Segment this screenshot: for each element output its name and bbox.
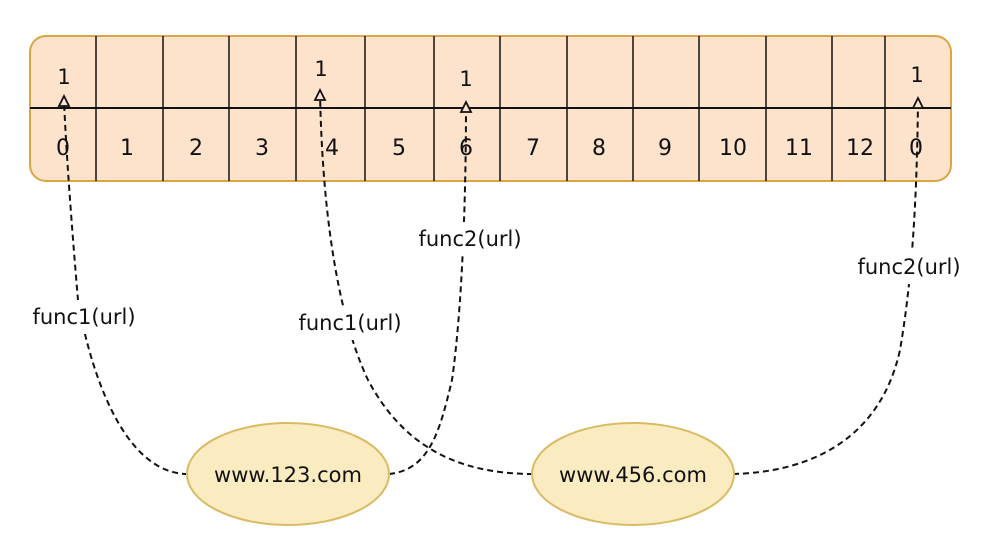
edge-label: func2(url) [857, 255, 960, 279]
edge-label-bg [406, 222, 534, 256]
edge-123-func2 [388, 103, 467, 475]
edge-456-func1 [319, 91, 534, 475]
edge-labels: func1(url) func2(url) func1(url) func2(u… [20, 222, 974, 340]
edge-label: func1(url) [32, 305, 135, 329]
edge-label-bg [844, 250, 974, 284]
node-www-456: www.456.com [531, 422, 735, 526]
cell-index: 3 [255, 136, 269, 161]
node-ellipse [531, 422, 735, 526]
node-label: www.123.com [214, 463, 362, 487]
bit-value: 1 [57, 65, 70, 89]
cell-dividers [95, 36, 886, 181]
arrowhead-icon [57, 93, 71, 107]
edge-label-bg [286, 306, 414, 340]
arrowheads [57, 87, 925, 113]
bit-value: 1 [314, 57, 327, 81]
bit-value: 1 [459, 67, 472, 91]
cell-index: 2 [189, 136, 203, 161]
edge-456-func2 [732, 99, 919, 475]
cell-index: 9 [658, 136, 672, 161]
arrowhead-icon [313, 87, 327, 101]
node-label: www.456.com [559, 463, 707, 487]
cell-index: 8 [592, 136, 606, 161]
node-www-123: www.123.com [186, 422, 390, 526]
cell-index: 1 [120, 136, 134, 161]
bit-array: 0 1 2 3 4 5 6 7 8 9 10 11 12 0 1 1 1 1 [29, 35, 952, 182]
arrowhead-icon [459, 99, 473, 113]
cell-index: 11 [785, 136, 813, 161]
edge-label-bg [20, 300, 148, 334]
cell-index: 10 [719, 136, 747, 161]
cell-index: 0 [909, 136, 923, 161]
cell-index: 5 [392, 136, 406, 161]
edge-label: func1(url) [298, 311, 401, 335]
cell-index: 12 [846, 136, 874, 161]
arrowhead-icon [911, 95, 925, 109]
edge-label: func2(url) [418, 227, 521, 251]
cell-index: 7 [526, 136, 540, 161]
node-ellipse [186, 422, 390, 526]
bit-value: 1 [910, 63, 923, 87]
cell-index: 4 [325, 136, 339, 161]
